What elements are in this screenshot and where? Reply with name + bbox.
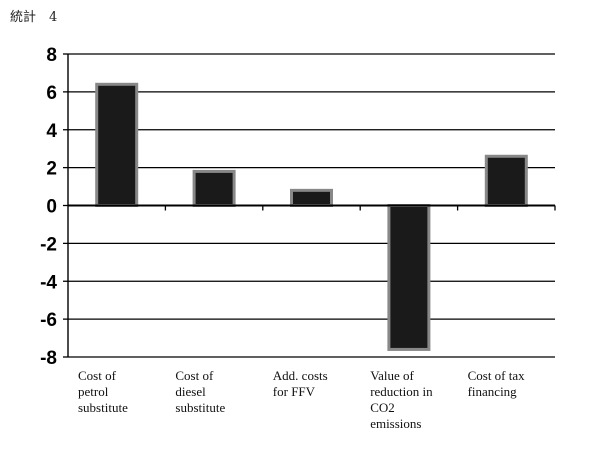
y-tick-label: -6 [40, 310, 57, 331]
x-category-label-line: Add. costs [273, 368, 328, 383]
bar [95, 82, 139, 207]
x-category-label-line: substitute [78, 400, 128, 415]
x-category-label-line: petrol [78, 384, 109, 399]
y-tick-label: -4 [40, 272, 57, 293]
x-category-label-line: Cost of [175, 368, 214, 383]
y-tick-labels: 8 6 4 2 0 -2 -4 -6 -8 [40, 45, 57, 369]
x-category-label-line: for FFV [273, 384, 316, 399]
x-category-label-line: emissions [370, 416, 421, 431]
y-tick-label: -2 [40, 234, 57, 255]
y-tick-label: -8 [40, 348, 57, 369]
x-category-label-line: substitute [175, 400, 225, 415]
y-tick-label: 8 [46, 45, 57, 66]
y-tick-label: 0 [46, 197, 57, 218]
x-category-label-line: Value of [370, 368, 414, 383]
bars [95, 82, 528, 351]
x-category-label-line: financing [468, 384, 518, 399]
bar [484, 154, 528, 207]
y-tick-label: 4 [46, 121, 57, 142]
x-category-label-line: CO2 [370, 400, 395, 415]
x-category-label-line: Cost of tax [468, 368, 526, 383]
x-category-label: Cost of tax financing [468, 368, 526, 399]
x-category-label: Value of reduction in CO2 emissions [370, 368, 433, 431]
axes [63, 53, 556, 358]
gridlines [68, 53, 555, 358]
x-category-label-line: Cost of [78, 368, 117, 383]
x-category-label: Add. costs for FFV [273, 368, 328, 399]
y-tick-label: 6 [46, 83, 57, 104]
bar [290, 188, 333, 208]
x-category-label: Cost of diesel substitute [175, 368, 225, 415]
bar [192, 169, 236, 208]
x-category-label: Cost of petrol substitute [78, 368, 128, 415]
figure-caption: 統計 4 [10, 10, 58, 25]
x-category-label-line: diesel [175, 384, 206, 399]
x-category-label-line: reduction in [370, 384, 433, 399]
y-tick-label: 2 [46, 159, 57, 180]
bar [387, 204, 431, 351]
